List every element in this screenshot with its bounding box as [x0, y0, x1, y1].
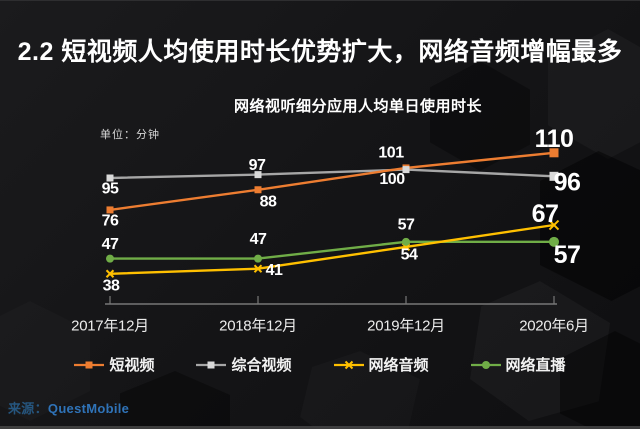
legend-item-2: 网络音频: [333, 354, 429, 375]
legend-marker-icon: [333, 360, 364, 369]
series-line-网络直播: [110, 240, 554, 260]
chart-title: 网络视听细分应用人均单日使用时长: [233, 98, 482, 115]
series-points-网络直播: [106, 236, 559, 263]
legend-marker-icon: [74, 361, 105, 368]
x-axis: 2017年12月 2018年12月 2019年12月 2020年6月: [71, 296, 589, 335]
data-point-label: 67: [532, 200, 559, 228]
data-point-label: 57: [554, 241, 581, 269]
data-point-label: 95: [102, 181, 119, 198]
legend-marker-icon: [470, 360, 501, 369]
x-axis-label: 2020年6月: [519, 318, 589, 335]
chart-legend: 短视频 综合视频 网络音频 网络直播: [0, 354, 640, 375]
data-point-label: 97: [249, 157, 266, 174]
data-point-label: 76: [102, 212, 119, 229]
data-point-label: 54: [401, 246, 418, 263]
data-point-label: 47: [250, 231, 267, 248]
series-line-短视频: [109, 151, 555, 212]
series-points-网络音频: [105, 219, 560, 278]
data-point-marker: [85, 361, 93, 368]
data-point-marker: [106, 206, 114, 214]
slide-title: 2.2 短视频人均使用时长优势扩大，网络音频增幅最多: [17, 38, 623, 66]
x-axis-label: 2019年12月: [367, 318, 445, 335]
legend-label: 短视频: [109, 357, 155, 374]
legend-item-1: 综合视频: [196, 354, 292, 375]
data-point-marker: [105, 269, 115, 278]
data-point-label: 101: [378, 144, 404, 161]
source-prefix: 来源：: [8, 401, 48, 416]
series-points-综合视频: [106, 166, 559, 182]
legend-item-3: 网络直播: [470, 354, 566, 375]
data-point-label: 100: [379, 171, 405, 188]
data-point-label: 41: [266, 262, 283, 279]
legend-label: 综合视频: [231, 357, 292, 374]
x-axis-label: 2018年12月: [219, 318, 297, 335]
data-point-label: 38: [103, 277, 120, 294]
data-point-marker: [106, 254, 114, 263]
series-labels-网络音频: 38 41 54 67: [103, 200, 559, 294]
source-label: 来源：QuestMobile: [8, 398, 129, 417]
data-point-label: 110: [535, 125, 574, 153]
data-point-marker: [254, 186, 262, 194]
data-point-label: 47: [102, 236, 119, 253]
data-point-marker: [254, 254, 262, 263]
data-point-label: 57: [398, 216, 415, 233]
unit-label: 单位：分钟: [100, 129, 160, 141]
data-point-marker: [344, 360, 353, 369]
series-line-综合视频: [109, 168, 555, 180]
series-labels-网络直播: 47 47 57 57: [102, 216, 581, 269]
data-point-marker: [548, 219, 560, 231]
legend-item-0: 短视频: [74, 354, 154, 375]
series-labels-综合视频: 95 97 100 96: [102, 157, 581, 197]
data-point-marker: [402, 166, 410, 174]
legend-marker-icon: [196, 361, 227, 368]
data-point-marker: [549, 148, 559, 158]
legend-label: 网络音频: [368, 357, 429, 374]
data-point-marker: [549, 171, 559, 181]
legend-label: 网络直播: [505, 357, 566, 374]
source-name: QuestMobile: [47, 401, 130, 416]
data-point-marker: [254, 171, 262, 179]
series-line-网络音频: [109, 223, 555, 275]
data-point-marker: [253, 264, 263, 273]
data-point-marker: [481, 360, 490, 369]
data-point-marker: [207, 361, 215, 368]
x-axis-label: 2017年12月: [71, 318, 149, 335]
data-point-label: 88: [260, 193, 277, 210]
data-point-marker: [549, 236, 559, 247]
data-point-label: 96: [554, 168, 581, 196]
data-point-marker: [106, 174, 114, 182]
data-point-marker: [402, 237, 410, 246]
series-labels-短视频: 76 88 101 110: [102, 125, 574, 230]
